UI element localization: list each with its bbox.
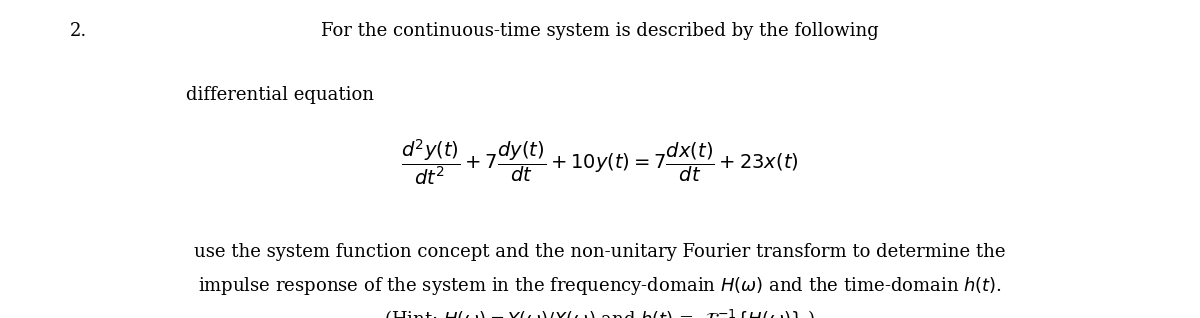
Text: use the system function concept and the non-unitary Fourier transform to determi: use the system function concept and the … [194,243,1006,261]
Text: 2.: 2. [70,22,86,40]
Text: For the continuous-time system is described by the following: For the continuous-time system is descri… [322,22,878,40]
Text: $\dfrac{d^2y(t)}{dt^2} + 7\dfrac{dy(t)}{dt} + 10y(t) = 7\dfrac{dx(t)}{dt} + 23x(: $\dfrac{d^2y(t)}{dt^2} + 7\dfrac{dy(t)}{… [401,137,799,187]
Text: impulse response of the system in the frequency-domain $H(\omega)$ and the time-: impulse response of the system in the fr… [198,275,1002,297]
Text: differential equation: differential equation [186,86,374,104]
Text: (Hint: $H(\omega) = Y(\omega)/X(\omega)$ and $h(t)$ =  $\mathcal{F}^{-1}\{H(\ome: (Hint: $H(\omega) = Y(\omega)/X(\omega)$… [384,307,816,318]
